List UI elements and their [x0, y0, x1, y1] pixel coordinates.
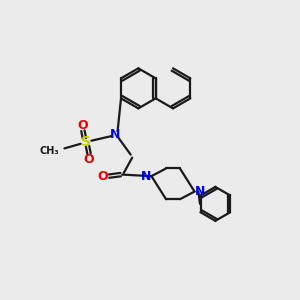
- Text: N: N: [110, 128, 120, 141]
- Text: N: N: [195, 185, 205, 198]
- Text: O: O: [84, 153, 94, 166]
- Text: O: O: [78, 119, 88, 132]
- Text: O: O: [98, 169, 108, 183]
- Text: S: S: [81, 135, 91, 149]
- Text: CH₃: CH₃: [39, 146, 59, 156]
- Text: N: N: [141, 169, 151, 183]
